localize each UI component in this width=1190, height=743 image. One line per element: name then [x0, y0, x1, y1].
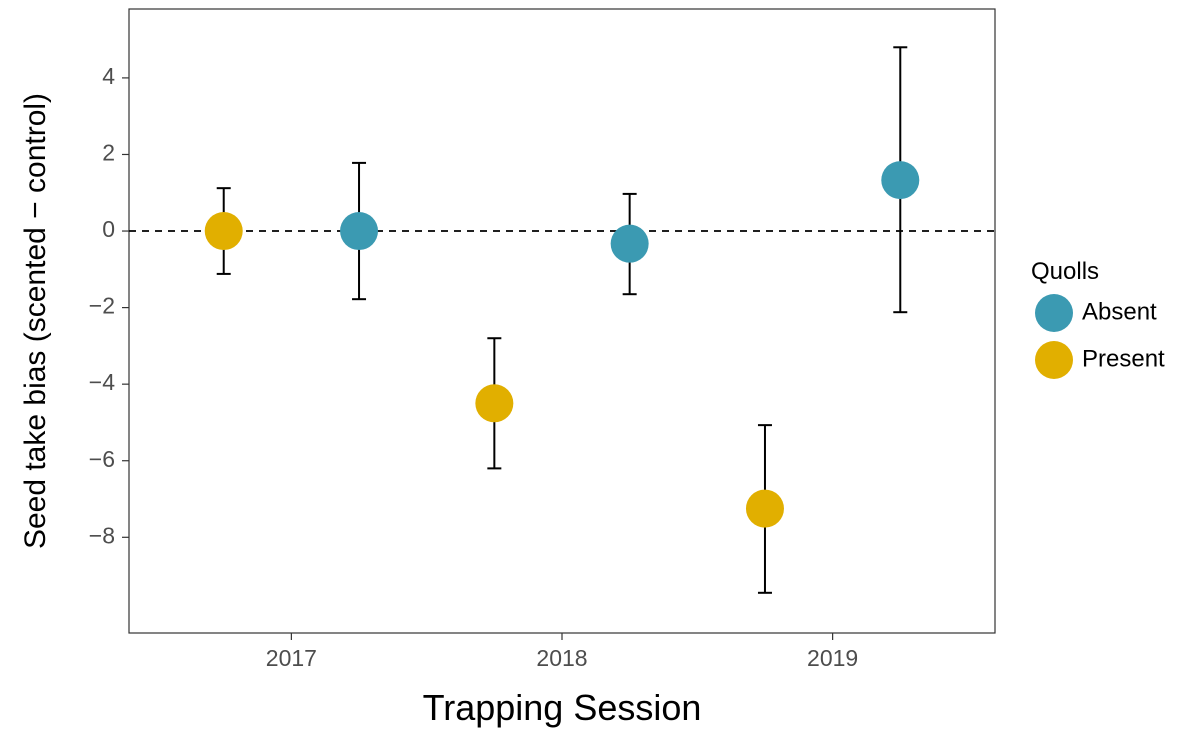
- y-tick-label: 0: [102, 216, 115, 242]
- data-point-absent: [881, 161, 920, 200]
- legend-swatch-present: [1035, 341, 1073, 379]
- x-tick-label: 2019: [807, 645, 858, 671]
- data-point-absent: [610, 224, 649, 263]
- data-point-group: [610, 192, 649, 296]
- data-point-group: [340, 161, 379, 301]
- data-point-group: [475, 337, 514, 470]
- data-point-group: [881, 46, 920, 314]
- data-point-present: [475, 384, 514, 423]
- x-axis-title: Trapping Session: [423, 687, 702, 728]
- y-axis: 4 2 0 −2 −4 −6 −8: [89, 63, 129, 548]
- y-tick-label: −4: [89, 369, 115, 395]
- legend-label-absent: Absent: [1082, 298, 1157, 325]
- data-point-present: [204, 212, 243, 251]
- x-axis: 2017 2018 2019: [266, 633, 858, 671]
- x-tick-label: 2018: [536, 645, 587, 671]
- y-axis-title: Seed take bias (scented − control): [19, 93, 52, 549]
- y-tick-label: 2: [102, 140, 115, 166]
- y-tick-label: 4: [102, 63, 115, 89]
- data-point-group: [204, 187, 243, 275]
- y-tick-label: −2: [89, 293, 115, 319]
- plot-panel: [128, 8, 996, 634]
- legend: Quolls Absent Present: [1031, 258, 1165, 379]
- legend-label-present: Present: [1082, 345, 1165, 372]
- panel-border: [128, 8, 996, 634]
- data-point-absent: [340, 212, 379, 251]
- y-tick-label: −6: [89, 446, 115, 472]
- data-point-group: [745, 424, 784, 594]
- legend-swatch-absent: [1035, 294, 1073, 332]
- legend-title: Quolls: [1031, 258, 1099, 285]
- data-point-present: [745, 489, 784, 528]
- x-tick-label: 2017: [266, 645, 317, 671]
- y-tick-label: −8: [89, 522, 115, 548]
